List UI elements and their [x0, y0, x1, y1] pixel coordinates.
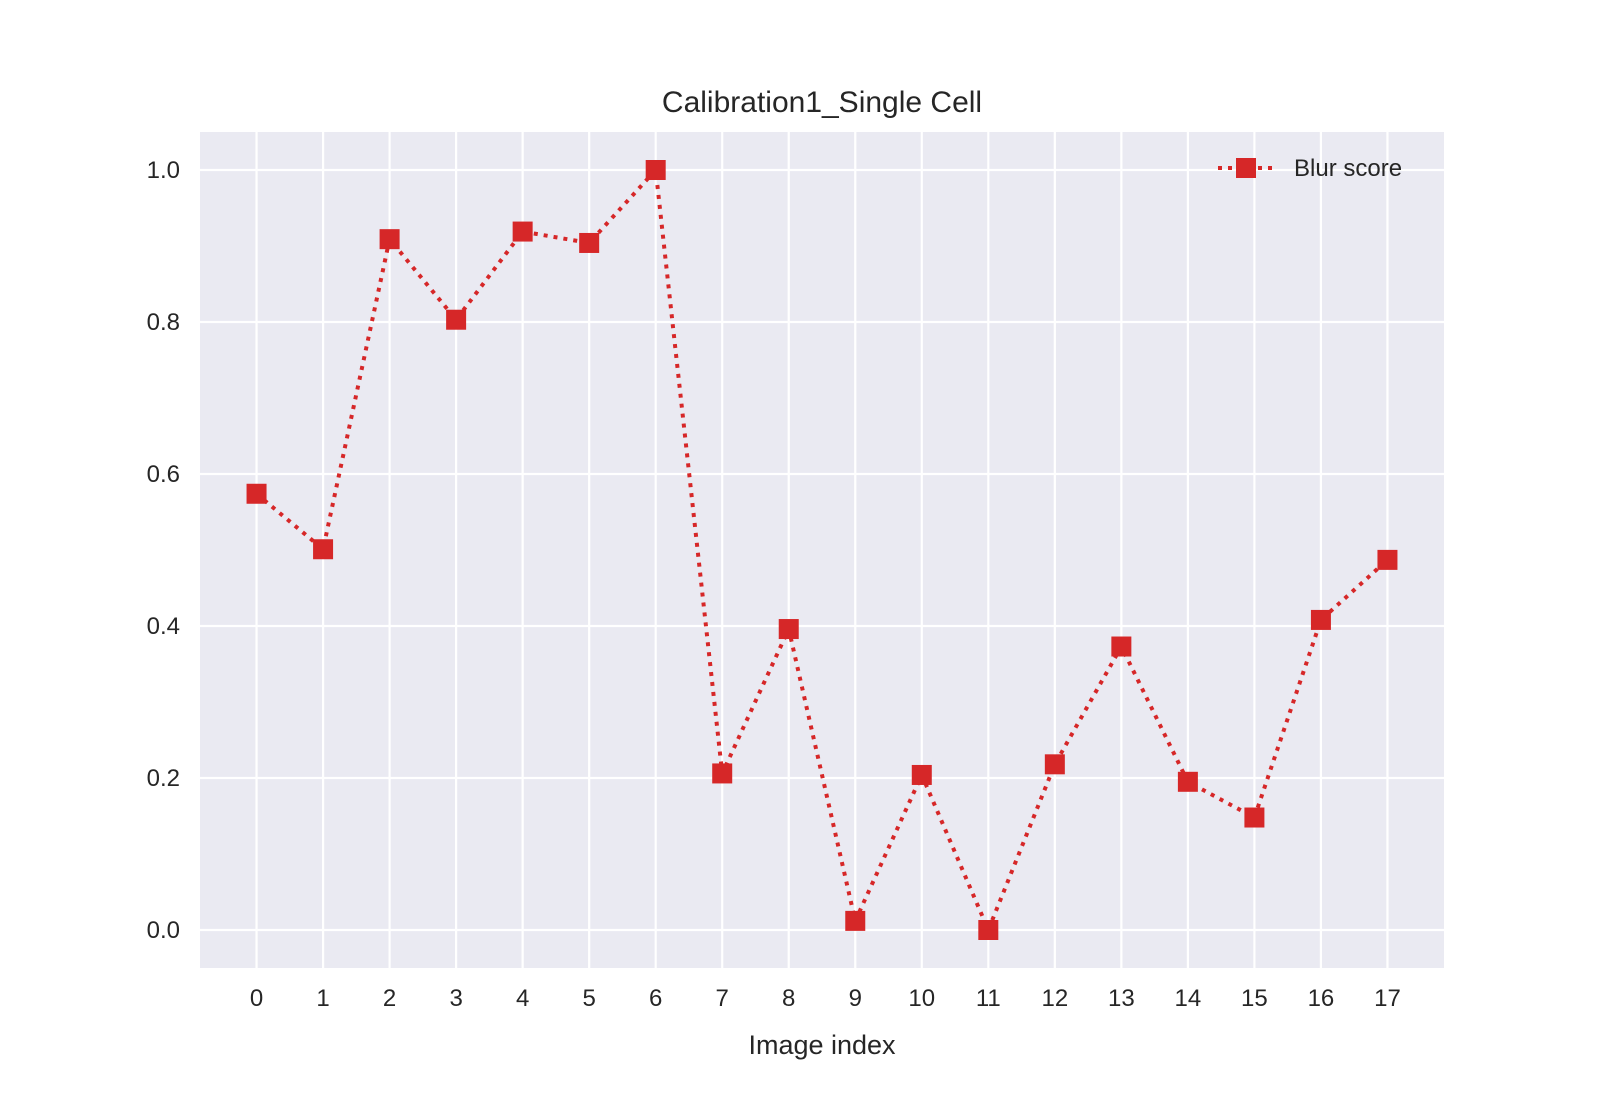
x-tick-label: 10 — [908, 985, 935, 1012]
x-tick-label: 8 — [782, 985, 795, 1012]
data-point — [978, 920, 999, 940]
plot-area — [200, 132, 1444, 968]
data-point — [1111, 636, 1132, 657]
x-tick-label: 9 — [849, 985, 862, 1012]
x-tick-label: 13 — [1108, 985, 1135, 1012]
data-point — [778, 619, 799, 640]
y-tick-label: 1.0 — [147, 157, 180, 184]
legend-marker — [1236, 158, 1256, 178]
x-tick-label: 16 — [1308, 985, 1335, 1012]
data-point — [379, 229, 400, 250]
x-tick-label: 14 — [1175, 985, 1202, 1012]
data-point — [911, 764, 932, 785]
x-tick-label: 3 — [449, 985, 462, 1012]
data-point — [1044, 754, 1065, 775]
data-point — [1177, 771, 1198, 792]
x-tick-label: 0 — [250, 985, 263, 1012]
data-point — [512, 221, 533, 242]
x-axis-ticks: 0 1 2 3 4 5 6 7 8 9 10 11 12 13 14 15 16 17 — [250, 985, 1401, 1012]
x-axis-title: Image index — [748, 1030, 896, 1060]
x-tick-label: 12 — [1041, 985, 1068, 1012]
x-tick-label: 11 — [976, 985, 1001, 1012]
x-tick-label: 2 — [383, 985, 396, 1012]
series-line-blur-score — [255, 165, 1389, 936]
data-point — [1377, 549, 1398, 570]
data-point — [645, 160, 666, 180]
series-layer — [246, 160, 1398, 940]
data-point — [246, 483, 267, 504]
chart-title: Calibration1_Single Cell — [662, 86, 982, 119]
data-point — [1310, 609, 1331, 630]
data-point — [579, 232, 600, 253]
x-tick-label: 7 — [716, 985, 729, 1012]
legend: Blur score — [1218, 155, 1402, 182]
y-tick-label: 0.2 — [147, 765, 180, 792]
data-point — [1244, 807, 1265, 828]
data-point — [845, 910, 866, 931]
y-tick-label: 0.4 — [147, 613, 180, 640]
x-tick-label: 5 — [582, 985, 595, 1012]
x-tick-label: 15 — [1241, 985, 1268, 1012]
y-tick-label: 0.8 — [147, 309, 180, 336]
data-point — [313, 539, 334, 560]
x-tick-label: 17 — [1374, 985, 1401, 1012]
y-tick-label: 0.6 — [147, 461, 180, 488]
y-axis-ticks: 0.0 0.2 0.4 0.6 0.8 1.0 — [147, 157, 180, 944]
x-tick-label: 1 — [316, 985, 329, 1012]
y-tick-label: 0.0 — [147, 917, 180, 944]
x-tick-label: 4 — [516, 985, 529, 1012]
data-point — [446, 309, 467, 330]
data-point — [712, 763, 733, 784]
legend-label: Blur score — [1294, 155, 1402, 182]
x-tick-label: 6 — [649, 985, 662, 1012]
